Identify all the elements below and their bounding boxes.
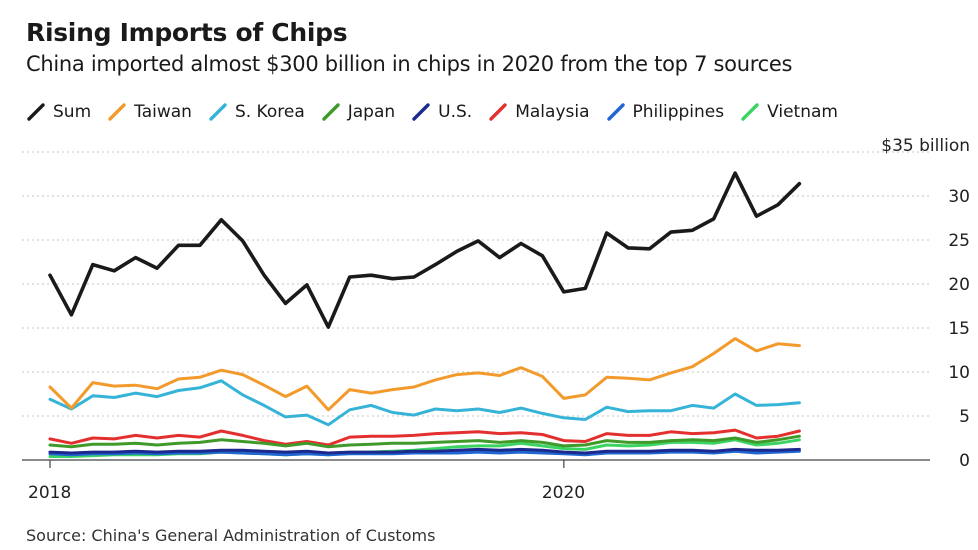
legend-item: Sum [26, 102, 91, 122]
legend-swatch [741, 103, 759, 121]
legend-label: Malaysia [515, 102, 590, 122]
legend-label: Japan [347, 102, 396, 122]
y-tick-label: 10 [948, 363, 970, 383]
legend-item: Vietnam [740, 102, 838, 122]
y-tick-label: 30 [948, 187, 970, 207]
legend-label: Taiwan [134, 102, 192, 122]
legend-swatch [489, 103, 507, 121]
y-tick-label: 20 [948, 275, 970, 295]
legend-swatch [606, 103, 625, 121]
legend-swatch [412, 103, 430, 121]
legend-item: Malaysia [488, 102, 590, 122]
series-line-s-korea [48, 379, 801, 427]
x-tick-label: 2018 [28, 483, 71, 503]
x-tick-label: 2020 [542, 483, 585, 503]
legend-label: S. Korea [234, 102, 305, 122]
chart-legend: Sum Taiwan S. Korea Japan U.S. Malaysia Philip… [26, 102, 854, 122]
legend-swatch [209, 103, 227, 121]
chart-title: Rising Imports of Chips [26, 18, 348, 47]
legend-swatch [108, 103, 126, 121]
legend-item: Japan [321, 102, 395, 122]
series-line-japan [48, 434, 801, 449]
series-line-taiwan [48, 337, 801, 412]
y-tick-label: $35 billion [881, 136, 970, 156]
legend-item: Taiwan [107, 102, 192, 122]
legend-item: U.S. [411, 102, 472, 122]
series-line-sum [48, 171, 802, 329]
legend-label: Sum [53, 102, 92, 122]
legend-swatch [27, 103, 45, 121]
legend-label: Vietnam [767, 102, 838, 122]
series-line-malaysia [48, 428, 801, 447]
y-tick-label: 5 [959, 407, 970, 427]
legend-item: S. Korea [208, 102, 305, 122]
legend-swatch [322, 103, 340, 121]
y-tick-label: 15 [948, 319, 970, 339]
series-line-philippines [48, 449, 801, 457]
legend-item: Philippines [606, 102, 725, 122]
chart-subtitle: China imported almost $300 billion in ch… [26, 52, 793, 76]
y-tick-label: 25 [948, 231, 970, 251]
y-tick-label: 0 [959, 451, 970, 471]
legend-label: Philippines [632, 102, 725, 122]
source-note: Source: China's General Administration o… [26, 526, 436, 545]
series-line-u-s [48, 447, 801, 455]
legend-label: U.S. [438, 102, 473, 122]
